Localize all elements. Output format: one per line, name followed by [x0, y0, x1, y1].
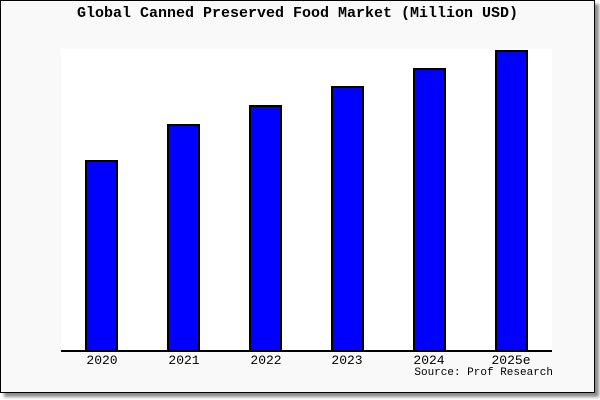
x-tick-label-2020: 2020 [86, 353, 118, 368]
bar-2023 [331, 86, 364, 350]
chart-figure: Global Canned Preserved Food Market (Mil… [0, 0, 595, 393]
source-credit: Source: Prof Research [414, 367, 553, 379]
x-tick-label-2023: 2023 [331, 353, 363, 368]
plot-area [61, 49, 552, 352]
bar-2024 [413, 68, 446, 350]
bar-2022 [249, 105, 282, 350]
x-tick-label-2022: 2022 [250, 353, 282, 368]
x-tick-label-2025e: 2025e [491, 353, 531, 368]
bar-2025e [495, 50, 528, 350]
x-tick-label-2024: 2024 [413, 353, 445, 368]
bar-2020 [85, 160, 118, 350]
x-axis-labels: 2020 2021 2022 2023 2024 2025e [61, 353, 552, 369]
x-tick-label-2021: 2021 [168, 353, 200, 368]
bar-2021 [167, 124, 200, 350]
chart-title: Global Canned Preserved Food Market (Mil… [76, 5, 519, 22]
